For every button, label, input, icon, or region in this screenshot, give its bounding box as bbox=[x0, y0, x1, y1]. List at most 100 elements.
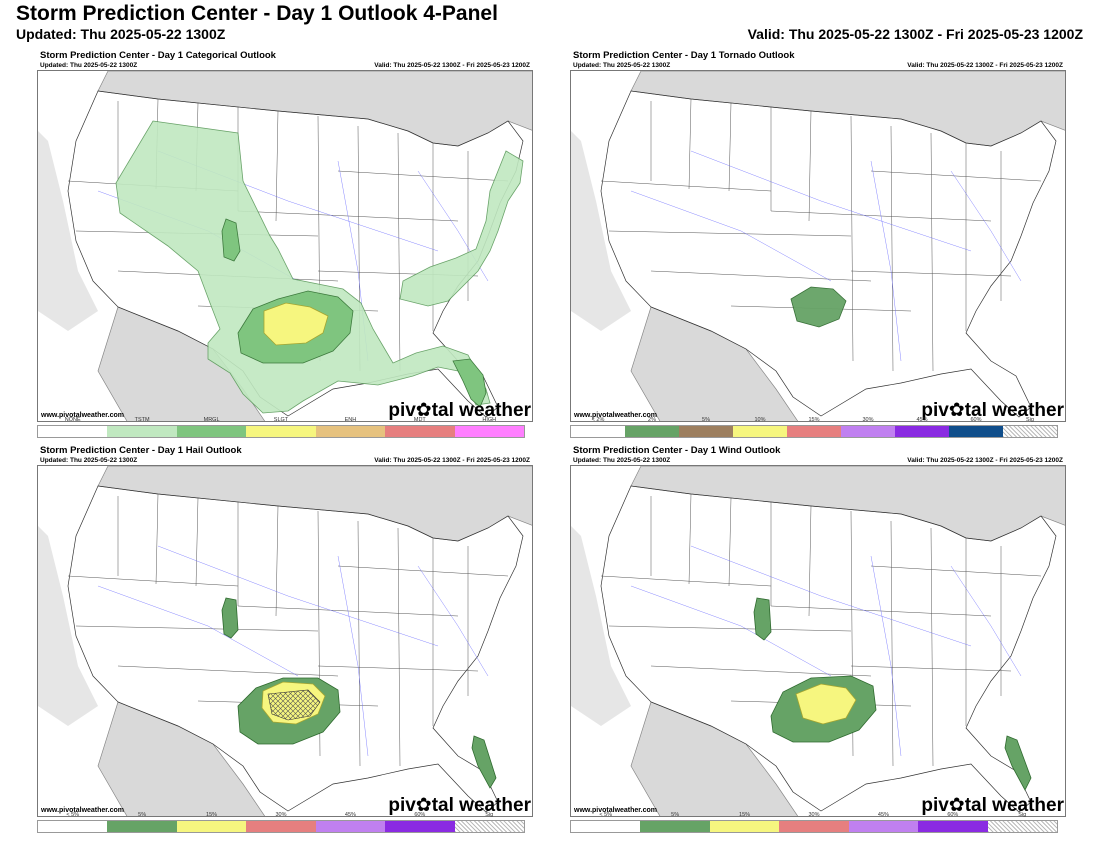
legend-label: 5% bbox=[138, 812, 147, 818]
legend-swatch bbox=[571, 426, 625, 437]
legend-label: 5% bbox=[702, 417, 710, 423]
us-map-svg: www.pivotalweather.com piv✿tal weather bbox=[38, 71, 532, 421]
watermark-url: www.pivotalweather.com bbox=[573, 807, 657, 814]
legend-label: 10% bbox=[754, 417, 766, 423]
legend-swatch bbox=[454, 821, 524, 832]
legend-swatch bbox=[315, 821, 386, 832]
state-boundary bbox=[850, 510, 1002, 767]
us-map-svg: www.pivotalweather.com piv✿tal weather bbox=[571, 71, 1065, 421]
legend-item: NONE bbox=[38, 417, 108, 437]
legend-label: 60% bbox=[414, 812, 426, 818]
basemap-shape bbox=[571, 131, 631, 331]
legend-item: HIGH bbox=[454, 417, 524, 437]
us-map-svg: www.pivotalweather.com piv✿tal weather bbox=[38, 466, 532, 816]
legend-swatch bbox=[841, 426, 895, 437]
panel-title: Storm Prediction Center - Day 1 Categori… bbox=[40, 50, 276, 61]
legend-label: < 5% bbox=[599, 812, 613, 818]
legend-item: SLGT bbox=[246, 417, 316, 437]
legend-label: ENH bbox=[344, 417, 357, 423]
legend-item: ENH bbox=[315, 417, 386, 437]
legend-label: 45% bbox=[916, 417, 928, 423]
legend-item: Sig bbox=[1003, 417, 1057, 437]
legend-label: 60% bbox=[970, 417, 982, 423]
legend-label: HIGH bbox=[482, 417, 497, 423]
legend-item: 5% bbox=[679, 417, 733, 437]
panel-valid: Valid: Thu 2025-05-22 1300Z - Fri 2025-0… bbox=[374, 62, 530, 69]
legend-item: 10% bbox=[733, 417, 787, 437]
state-boundary bbox=[650, 98, 812, 222]
us-map-svg: www.pivotalweather.com piv✿tal weather bbox=[571, 466, 1065, 816]
legend-swatch bbox=[949, 426, 1003, 437]
legend-bar: NONE TSTM MRGL SLGT ENH MDT HIGH bbox=[37, 417, 525, 438]
basemap-shape bbox=[600, 90, 1057, 418]
watermark-url: www.pivotalweather.com bbox=[573, 412, 657, 419]
panel-valid: Valid: Thu 2025-05-22 1300Z - Fri 2025-0… bbox=[907, 62, 1063, 69]
legend-swatch bbox=[918, 821, 988, 832]
legend-swatch bbox=[779, 821, 849, 832]
legend-item: 60% bbox=[918, 812, 988, 832]
legend-label: 30% bbox=[862, 417, 874, 423]
panel-title: Storm Prediction Center - Day 1 Hail Out… bbox=[40, 445, 242, 456]
legend-swatch bbox=[176, 821, 247, 832]
basemap-shape bbox=[67, 90, 524, 418]
legend-item: TSTM bbox=[107, 417, 177, 437]
legend-swatch bbox=[385, 426, 455, 437]
panel-hail: Storm Prediction Center - Day 1 Hail Out… bbox=[37, 445, 533, 833]
legend-item: < 5% bbox=[38, 812, 108, 832]
state-boundary bbox=[317, 510, 469, 767]
watermark-brand: piv✿tal weather bbox=[388, 400, 531, 421]
legend-item: Sig bbox=[454, 812, 524, 832]
panel-valid: Valid: Thu 2025-05-22 1300Z - Fri 2025-0… bbox=[374, 457, 530, 464]
legend-swatch bbox=[709, 821, 780, 832]
legend-label: Sig bbox=[1026, 417, 1034, 423]
panel-wind: Storm Prediction Center - Day 1 Wind Out… bbox=[570, 445, 1066, 833]
legend-swatch bbox=[385, 821, 455, 832]
legend-item: 45% bbox=[848, 812, 919, 832]
highways bbox=[630, 545, 1022, 757]
legend-swatch bbox=[679, 426, 733, 437]
risk-areas bbox=[221, 597, 497, 789]
legend-bar: < 2% 2% 5% 10% 15% 30% 45% 60% Sig bbox=[570, 417, 1058, 438]
legend-item: MRGL bbox=[176, 417, 247, 437]
legend-label: NONE bbox=[64, 417, 81, 423]
legend-label: TSTM bbox=[134, 417, 150, 423]
legend-label: 60% bbox=[947, 812, 959, 818]
risk-areas bbox=[790, 286, 847, 328]
state-boundary bbox=[850, 115, 1002, 372]
basemap bbox=[571, 71, 1065, 421]
panel-title: Storm Prediction Center - Day 1 Wind Out… bbox=[573, 445, 781, 456]
basemap bbox=[571, 466, 1065, 816]
risk-areas bbox=[753, 597, 1032, 791]
legend-swatch bbox=[107, 821, 177, 832]
page-updated: Updated: Thu 2025-05-22 1300Z bbox=[16, 26, 226, 42]
state-boundary bbox=[67, 575, 379, 707]
risk-areas bbox=[115, 120, 524, 414]
panel-tornado: Storm Prediction Center - Day 1 Tornado … bbox=[570, 50, 1066, 438]
legend-swatch bbox=[107, 426, 177, 437]
legend-swatch bbox=[571, 821, 641, 832]
legend-label: MRGL bbox=[203, 417, 220, 423]
legend-item: 60% bbox=[385, 812, 455, 832]
legend-bar: < 5% 5% 15% 30% 45% 60% Sig bbox=[570, 812, 1058, 833]
panel-updated: Updated: Thu 2025-05-22 1300Z bbox=[573, 62, 671, 69]
basemap-shape bbox=[38, 131, 98, 331]
panel-valid: Valid: Thu 2025-05-22 1300Z - Fri 2025-0… bbox=[907, 457, 1063, 464]
legend-item: MDT bbox=[385, 417, 455, 437]
watermark-brand: piv✿tal weather bbox=[921, 795, 1064, 816]
legend-swatch bbox=[787, 426, 841, 437]
legend-label: 30% bbox=[275, 812, 287, 818]
legend-item: 30% bbox=[841, 417, 895, 437]
state-boundary bbox=[317, 115, 469, 372]
legend-swatch bbox=[1003, 426, 1057, 437]
outlook-map: www.pivotalweather.com piv✿tal weather bbox=[570, 465, 1066, 817]
basemap bbox=[38, 466, 532, 816]
highways bbox=[630, 150, 1022, 362]
legend-label: SLGT bbox=[273, 417, 289, 423]
outlook-map: www.pivotalweather.com piv✿tal weather bbox=[570, 70, 1066, 422]
panel-updated: Updated: Thu 2025-05-22 1300Z bbox=[40, 62, 138, 69]
legend-swatch bbox=[246, 426, 316, 437]
legend-swatch bbox=[625, 426, 679, 437]
legend-label: 45% bbox=[877, 812, 889, 818]
legend-label: Sig bbox=[485, 812, 494, 818]
state-boundary bbox=[650, 493, 812, 617]
